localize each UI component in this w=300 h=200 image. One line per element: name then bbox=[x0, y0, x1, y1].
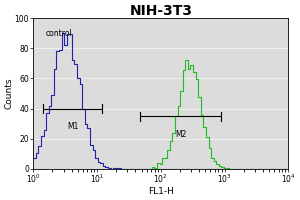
Title: NIH-3T3: NIH-3T3 bbox=[129, 4, 192, 18]
Text: M1: M1 bbox=[67, 122, 78, 131]
Text: control: control bbox=[46, 29, 73, 38]
Y-axis label: Counts: Counts bbox=[4, 78, 13, 109]
X-axis label: FL1-H: FL1-H bbox=[148, 187, 174, 196]
Text: M2: M2 bbox=[175, 130, 187, 139]
